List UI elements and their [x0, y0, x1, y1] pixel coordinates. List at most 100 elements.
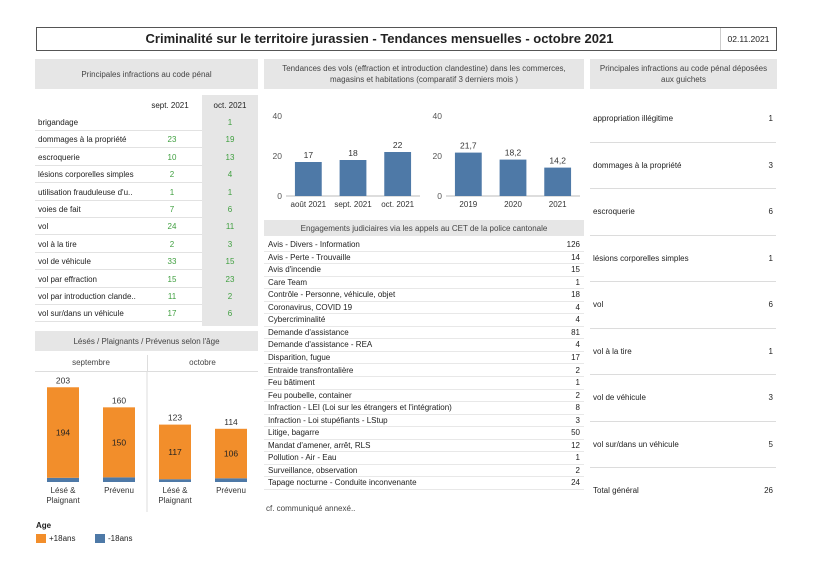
left-row-label: brigandage	[38, 118, 79, 127]
engagement-row: Avis d'incendie 15	[264, 264, 584, 277]
engagement-row: Contrôle - Personne, véhicule, objet 18	[264, 289, 584, 302]
bar	[339, 160, 367, 196]
left-row-sep-value: 10	[167, 152, 177, 162]
left-row-divider	[35, 321, 202, 323]
bar	[499, 159, 527, 196]
col-header-oct: oct. 2021	[213, 101, 247, 110]
left-row-oct-value: 3	[227, 239, 233, 249]
left-row-sep-value: 2	[169, 170, 175, 180]
engagement-label: Avis d'incendie	[268, 265, 321, 275]
col-header-sep: sept. 2021	[151, 101, 189, 110]
x-tick-label: 2019	[459, 200, 477, 209]
left-row-sep-value: 7	[169, 205, 175, 214]
bar-adult-label: 117	[168, 447, 182, 457]
bar-minor	[215, 478, 247, 482]
left-row-divider	[35, 182, 202, 184]
guichets-total-label: Total général	[593, 486, 639, 495]
left-row-label: voies de fait	[38, 205, 81, 214]
left-row-divider	[35, 130, 202, 131]
left-row-label: vol par effraction	[38, 274, 97, 284]
guichet-value: 1	[768, 346, 773, 356]
guichet-value: 5	[768, 439, 773, 449]
engagement-value: 4	[575, 340, 580, 350]
left-row-label: utilisation frauduleuse d'u..	[38, 187, 133, 197]
engagement-label: Feu bâtiment	[268, 378, 315, 388]
bar-minor	[159, 479, 191, 482]
left-row-sep-value: 24	[167, 222, 177, 232]
guichet-row: vol de véhicule 3	[590, 375, 776, 422]
engagement-value: 14	[571, 252, 580, 262]
bar-total-label: 160	[112, 395, 126, 405]
engagement-row: Feu bâtiment 1	[264, 377, 584, 390]
guichet-label: vol de véhicule	[593, 393, 646, 402]
guichet-label: escroquerie	[593, 207, 635, 216]
engagement-label: Infraction - Loi stupéfiants - LStup	[268, 415, 388, 425]
guichet-label: vol à la tire	[593, 346, 632, 356]
engagement-value: 8	[575, 403, 580, 413]
x-tick-label: 2021	[549, 200, 567, 209]
left-row-label: vol à la tire	[38, 239, 77, 249]
engagement-row: Infraction - Loi stupéfiants - LStup 3	[264, 415, 584, 428]
left-row-oct-value: 11	[225, 222, 235, 232]
guichet-value: 1	[768, 114, 773, 123]
engagement-label: Surveillance, observation	[268, 465, 358, 475]
y-tick-label: 40	[433, 111, 443, 121]
engagement-value: 4	[575, 302, 580, 312]
bar	[294, 162, 322, 196]
engagement-value: 126	[566, 240, 580, 249]
engagement-value: 4	[575, 315, 580, 325]
engagement-label: Cybercriminalité	[268, 315, 326, 325]
engagement-label: Disparition, fugue	[268, 352, 331, 362]
left-row-label: vol par introduction clande..	[38, 292, 136, 301]
x-tick-label: Prévenu	[216, 486, 246, 495]
x-tick-label: août 2021	[291, 200, 327, 209]
engagement-value: 1	[575, 453, 580, 463]
left-row-oct-value: 1	[227, 187, 233, 197]
x-tick-label: oct. 2021	[381, 200, 414, 209]
left-row-oct-value: 13	[225, 152, 235, 162]
x-tick-label: Lésé & Plaignant	[158, 486, 192, 505]
engagement-value: 1	[575, 277, 580, 287]
legend-swatch-minor	[95, 534, 105, 543]
engagement-row: Infraction - LEI (Loi sur les étrangers …	[264, 402, 584, 415]
engagement-value: 24	[571, 478, 580, 488]
guichet-label: vol	[593, 300, 604, 309]
engagement-label: Tapage nocturne - Conduite inconvenante	[268, 478, 417, 488]
bar-value-label: 22	[393, 140, 403, 150]
vols-chart-months: 40 20 0 17 août 2021 18 sept. 2021 22 oct. 2021	[273, 111, 420, 209]
guichet-row: vol à la tire 1	[590, 329, 776, 375]
engagement-value: 2	[575, 465, 580, 475]
bar	[454, 152, 482, 196]
engagement-label: Contrôle - Personne, véhicule, objet	[268, 290, 396, 300]
engagement-value: 17	[571, 352, 580, 362]
legend-label-minor: -18ans	[108, 534, 133, 543]
guichets-title: Principales infractions au code pénal dé…	[590, 59, 777, 89]
engagement-value: 81	[571, 327, 580, 337]
engagement-row: Litige, bagarre 50	[264, 427, 584, 440]
bar-minor	[47, 477, 79, 482]
engagement-row: Entraide transfrontalière 2	[264, 365, 584, 378]
y-tick-label: 0	[277, 191, 282, 201]
left-row-oct-value: 23	[225, 274, 235, 284]
engagement-value: 50	[571, 428, 580, 438]
y-tick-label: 0	[437, 191, 442, 201]
engagements-footnote: cf. communiqué annexé..	[266, 504, 356, 513]
y-tick-label: 40	[273, 111, 283, 121]
guichet-label: dommages à la propriété	[593, 160, 682, 170]
left-row-oct-value: 19	[225, 135, 235, 145]
left-row-sep-value: 23	[167, 135, 177, 145]
left-row-sep-value: 11	[167, 292, 177, 301]
guichet-row: vol sur/dans un véhicule 5	[590, 422, 776, 468]
bar-adult-label: 194	[56, 428, 70, 438]
engagement-row: Coronavirus, COVID 19 4	[264, 302, 584, 315]
vols-chart-years: 40 20 0 21,7 2019 18,2 2020 14,2 2021	[433, 111, 580, 209]
bar-value-label: 18,2	[505, 148, 522, 158]
bar-value-label: 14,2	[549, 156, 566, 166]
engagements-title: Engagements judiciaires via les appels a…	[264, 220, 584, 236]
engagement-label: Avis - Divers - Information	[268, 240, 360, 249]
engagement-value: 12	[571, 440, 580, 450]
engagement-row: Surveillance, observation 2	[264, 465, 584, 478]
engagement-label: Feu poubelle, container	[268, 390, 352, 400]
engagement-label: Mandat d'amener, arrêt, RLS	[268, 440, 371, 450]
left-row-divider	[35, 147, 202, 149]
